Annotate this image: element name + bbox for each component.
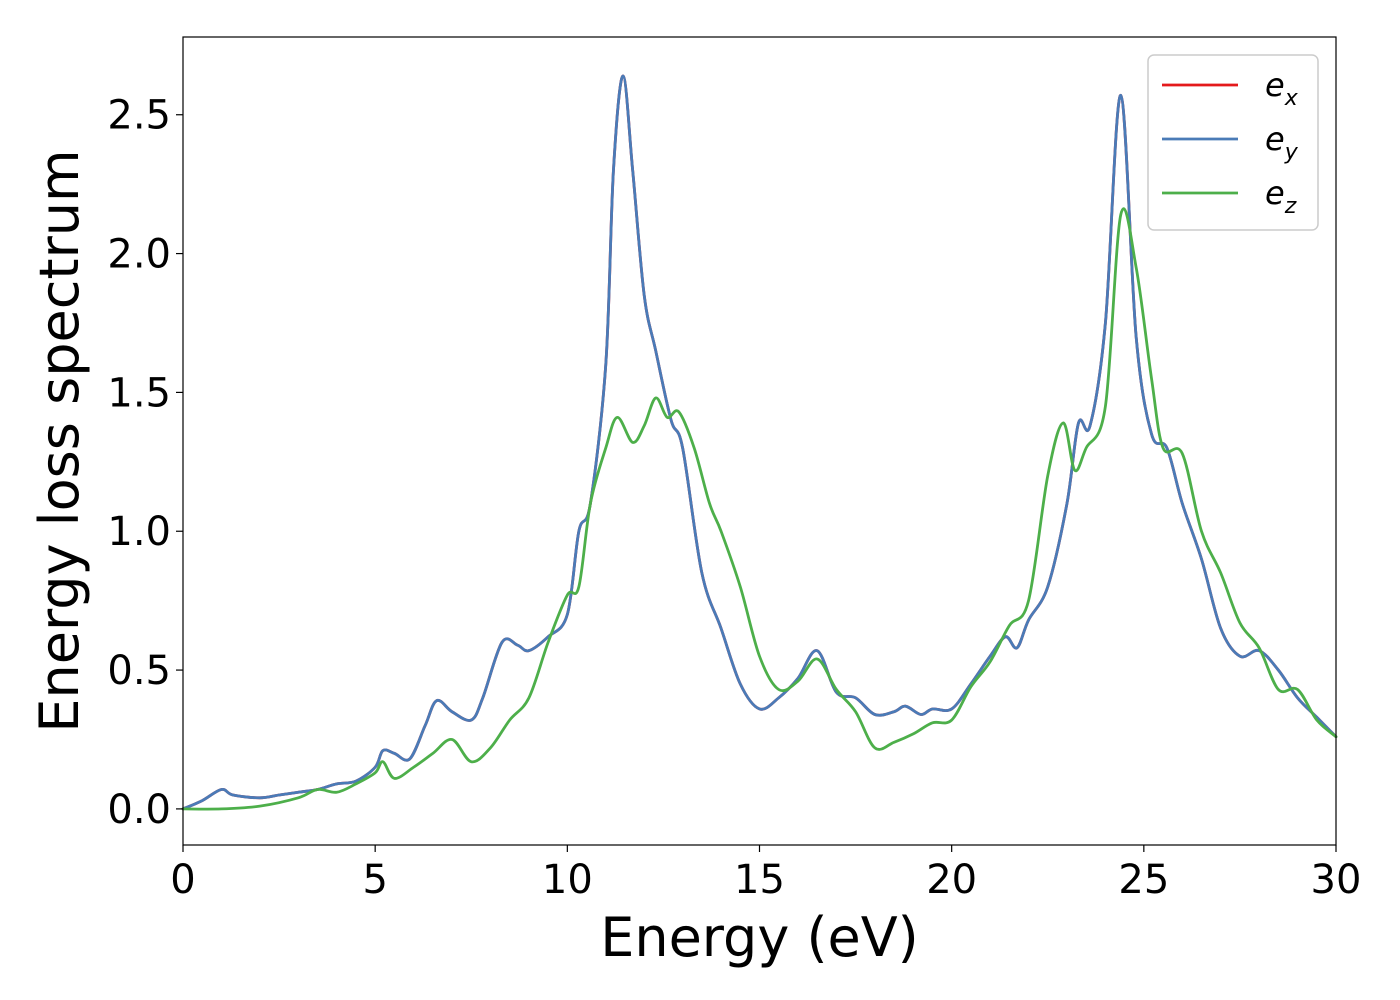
y-tick-label: 0.5 <box>107 648 171 694</box>
x-tick-label: 20 <box>926 857 977 903</box>
x-tick-label: 15 <box>734 857 785 903</box>
y-tick-label: 0.0 <box>107 787 171 833</box>
y-axis-ticks: 0.0 0.5 1.0 1.5 2.0 2.5 <box>107 93 183 833</box>
x-tick-label: 30 <box>1311 857 1362 903</box>
x-tick-label: 5 <box>362 857 387 903</box>
x-tick-label: 10 <box>542 857 593 903</box>
y-tick-label: 2.5 <box>107 93 171 139</box>
legend: ex ey ez <box>1147 54 1319 231</box>
series-line-ey <box>181 74 1338 811</box>
x-axis-ticks: 0 5 10 15 20 25 30 <box>170 845 1361 903</box>
legend-label-ex: ex <box>1265 66 1299 111</box>
legend-box <box>1147 54 1319 231</box>
series-line-ez <box>181 207 1338 811</box>
y-tick-label: 1.5 <box>107 370 171 416</box>
series-layer <box>181 74 1338 811</box>
y-tick-label: 2.0 <box>107 232 171 278</box>
legend-label-ey: ey <box>1265 120 1299 165</box>
legend-label-ez: ez <box>1265 174 1297 219</box>
x-tick-label: 25 <box>1118 857 1169 903</box>
y-axis-title: Energy loss spectrum <box>28 149 91 732</box>
y-tick-label: 1.0 <box>107 509 171 555</box>
x-axis-title: Energy (eV) <box>600 906 919 969</box>
x-tick-label: 0 <box>170 857 195 903</box>
legend-entries: ex ey ez <box>1162 66 1299 219</box>
